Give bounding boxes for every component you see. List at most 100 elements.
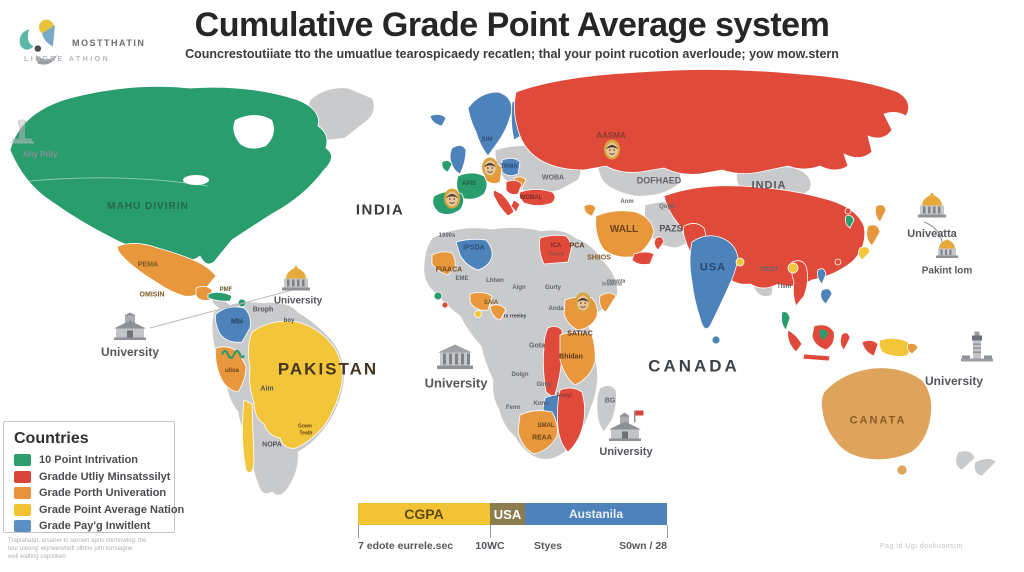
japan-n (875, 204, 887, 223)
map-label: Gimy (536, 382, 552, 388)
scale-tick-label: Styes (533, 540, 563, 552)
lighthouse-building-icon (9, 117, 35, 152)
borneo-accent (819, 329, 828, 340)
map-label: WOBAL (519, 195, 543, 201)
logo: MOSTTHATIN LINDEE ATHION (8, 6, 178, 76)
java (802, 353, 831, 362)
scale-segment-austanila: Austanila (525, 503, 667, 525)
legend-item: Grade Point Average Nation (14, 503, 184, 516)
map-label: Qogb (659, 204, 675, 210)
mozambique (556, 387, 586, 453)
somalia (599, 292, 617, 313)
graduate-badge-icon (575, 292, 592, 318)
map-label: SATIAC (567, 330, 593, 338)
legend-swatch (14, 503, 31, 516)
map-label: SAIA (483, 300, 499, 306)
ireland (441, 160, 453, 173)
us-canada-border (17, 177, 209, 187)
russia (514, 69, 910, 175)
scale-tick-line (490, 525, 491, 538)
map-label: FIAACA (435, 266, 463, 274)
legend-swatch (14, 520, 31, 532)
france (456, 172, 488, 200)
map-label: SHIIOS (587, 254, 611, 262)
tower-building-icon (957, 331, 997, 370)
poland (501, 158, 521, 176)
map-label: CANADA (648, 356, 740, 376)
map-label: Xriy Prily (22, 150, 58, 159)
page-subtitle: Councrestoutiiate tto the umuatlue tearo… (185, 47, 839, 61)
scale-segment-usa: USA (490, 503, 525, 525)
map-label: TIESIT (759, 267, 779, 273)
cgpa-scale-bar: CGPA USA Austanila (358, 503, 667, 525)
philippines-s (820, 288, 833, 305)
colombia (215, 306, 251, 343)
map-label: PCA (569, 242, 585, 250)
university-label: University (273, 295, 323, 307)
map-label: Avayl (556, 393, 572, 399)
map-label: rx rreeley (503, 313, 527, 320)
map-label: NOPA (262, 441, 282, 449)
map-label: CANATA (849, 414, 907, 427)
legend-swatch (14, 470, 31, 483)
map-label: WOBA (541, 174, 565, 182)
university-label: University (100, 345, 160, 359)
taiwan (834, 258, 842, 266)
map-label: Tism (777, 284, 791, 290)
university-label: University (924, 374, 984, 388)
png-east (907, 343, 919, 355)
india-country (689, 235, 739, 330)
west-papua (861, 340, 879, 357)
university-label: University (599, 446, 653, 458)
map-label: APIS (461, 181, 477, 187)
map-label: Lhtwn (486, 278, 504, 284)
scale-tick-line (667, 525, 668, 538)
map-label: WALL (609, 224, 639, 235)
map-label: Aign (512, 285, 526, 291)
sulawesi (840, 332, 851, 351)
legend-item-label: Gradde Utliy Minsatssilyt (39, 470, 171, 483)
map-label: Aim (260, 385, 274, 393)
turkey (519, 189, 556, 206)
graduate-badge-icon (604, 139, 621, 165)
legend-footnote-line: weli walting capstiken (8, 554, 66, 561)
japan-c (866, 224, 881, 247)
map-label: Broph (252, 306, 274, 314)
map-label: mawnta (606, 278, 626, 285)
uk (449, 145, 467, 175)
dome-building-icon (279, 265, 313, 298)
tasmania (896, 464, 908, 476)
legend-item: 10 Point Intrivation (14, 454, 166, 466)
north-america (9, 85, 332, 265)
map-label: PEMA (137, 261, 159, 269)
cgpa-scale-ticks: 7 edote eurrele.sec 10WC Styes S0wn / 28 (358, 525, 668, 555)
scribble-icon (220, 347, 245, 366)
legend-swatch (14, 454, 31, 466)
scale-tick-line (358, 525, 359, 538)
map-label: Mbi (230, 318, 244, 326)
greece (510, 199, 521, 213)
scale-tick-label: 7 edote eurrele.sec (358, 540, 454, 552)
legend-item-label: Grade Point Average Nation (39, 503, 185, 516)
hudson-bay (233, 115, 274, 149)
madagascar (596, 385, 617, 433)
map-label: boy (283, 318, 295, 324)
legend-item: Grade Pay'g Inwitlent (14, 520, 166, 532)
map-label: INDIA (751, 179, 787, 192)
oman (654, 236, 665, 251)
south-africa (517, 410, 558, 455)
churchflag-building-icon (606, 410, 646, 448)
columns-building-icon (435, 343, 475, 376)
map-label: ICA (550, 243, 562, 249)
map-label: USA (699, 261, 727, 274)
map-label: PAKISTAN (277, 359, 379, 379)
map-label: 1990s (438, 233, 456, 239)
bangladesh (735, 257, 745, 267)
legend-swatch (14, 487, 31, 499)
map-label: PMF (219, 287, 233, 293)
footer-note: Pag id Ugi doukuonstm (880, 543, 963, 550)
laos (787, 262, 799, 274)
yemen (631, 251, 655, 265)
legend-item: Gradde Utliy Minsatssilyt (14, 470, 170, 483)
